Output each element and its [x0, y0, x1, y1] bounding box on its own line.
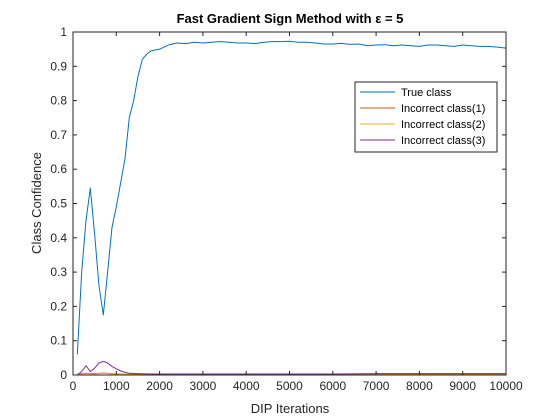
legend-label-4: Incorrect class(3) — [401, 135, 485, 147]
x-tick-label: 2000 — [146, 379, 173, 393]
x-tick-label: 6000 — [319, 379, 346, 393]
legend-label-2: Incorrect class(1) — [401, 103, 485, 115]
chart-title: Fast Gradient Sign Method with ε = 5 — [177, 11, 404, 26]
x-tick-label: 4000 — [233, 379, 260, 393]
y-axis-label: Class Confidence — [29, 152, 44, 254]
y-tick-label: 0.2 — [50, 299, 67, 313]
series-line-4 — [77, 360, 506, 376]
x-tick-label: 5000 — [276, 379, 303, 393]
y-tick-label: 0.5 — [50, 197, 67, 211]
legend: True class Incorrect class(1) Incorrect cl… — [354, 81, 498, 153]
x-tick-label: 3000 — [190, 379, 217, 393]
x-tick-label: 8000 — [406, 379, 433, 393]
y-tick-label: 0.7 — [50, 128, 67, 142]
series-line-1 — [76, 40, 507, 355]
y-tick-label: 0.6 — [50, 162, 67, 176]
y-tick-label: 0 — [60, 368, 67, 382]
x-tick-label: 10000 — [489, 379, 523, 393]
x-tick-label: 7000 — [363, 379, 390, 393]
y-tick-label: 0.8 — [50, 94, 67, 108]
x-tick-label: 9000 — [449, 379, 476, 393]
y-tick-label: 0.3 — [50, 265, 67, 279]
x-tick-label: 0 — [70, 379, 77, 393]
y-tick-label: 0.1 — [50, 334, 67, 348]
legend-label-1: True class — [401, 87, 452, 99]
legend-label-3: Incorrect class(2) — [401, 119, 485, 131]
y-tick-label: 0.9 — [50, 59, 67, 73]
y-tick-label: 1 — [60, 25, 67, 39]
y-tick-label: 0.4 — [50, 231, 67, 245]
x-axis-label: DIP Iterations — [251, 401, 330, 416]
x-tick-label: 1000 — [103, 379, 130, 393]
